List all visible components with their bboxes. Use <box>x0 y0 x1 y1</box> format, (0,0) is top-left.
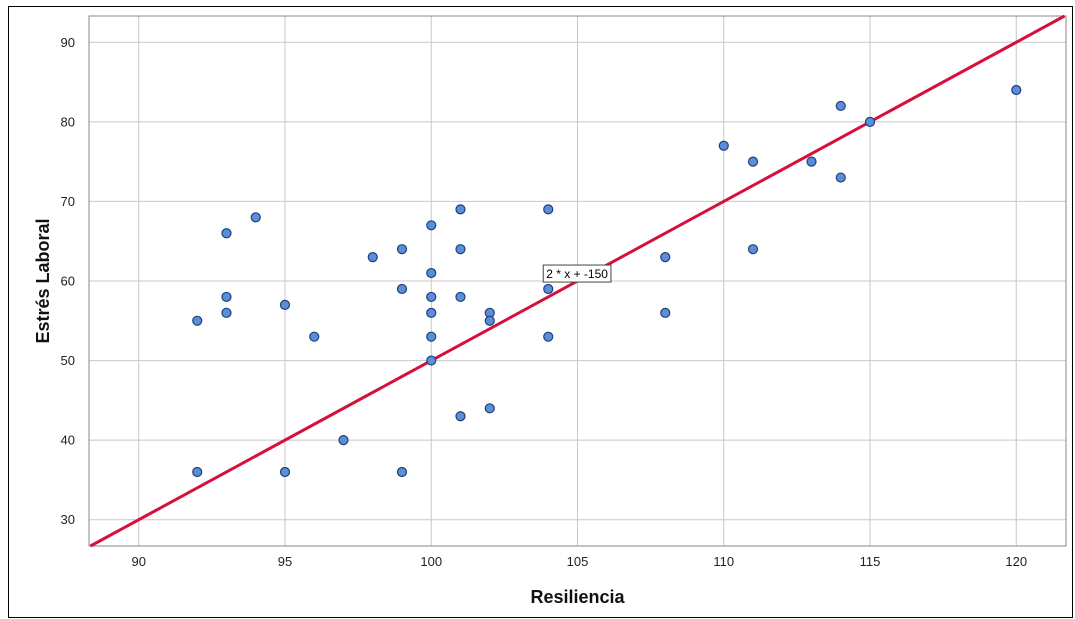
y-tick-label: 80 <box>61 114 75 129</box>
data-point <box>660 252 671 263</box>
data-point <box>221 228 232 239</box>
data-point <box>835 172 846 183</box>
data-point <box>864 116 876 127</box>
data-point <box>455 411 466 422</box>
data-point <box>426 291 437 303</box>
annotation-box <box>542 264 612 283</box>
data-point <box>250 212 261 223</box>
x-tick-label: 100 <box>420 554 442 569</box>
data-point <box>543 204 554 215</box>
y-tick-labels: 30 40 50 60 70 80 90 <box>61 35 75 527</box>
data-point <box>192 466 203 478</box>
data-point <box>221 291 232 303</box>
data-point <box>747 156 759 167</box>
data-point <box>484 315 495 326</box>
data-point <box>426 307 437 318</box>
y-tick-label: 40 <box>61 433 75 448</box>
data-point <box>192 315 203 326</box>
data-point <box>279 299 291 310</box>
plot-area <box>88 15 1067 547</box>
data-point <box>426 355 437 366</box>
data-point <box>455 244 466 255</box>
fit-line-annotation: 2 * x + -150 <box>542 264 612 283</box>
y-tick-label: 50 <box>61 353 75 368</box>
data-point <box>396 466 408 478</box>
data-point <box>221 307 232 318</box>
data-point <box>1011 84 1022 96</box>
data-point <box>455 291 466 303</box>
x-tick-label: 90 <box>131 554 145 569</box>
x-tick-label: 95 <box>278 554 292 569</box>
y-axis-title: Estrés Laboral <box>33 218 53 343</box>
data-point <box>806 156 817 167</box>
data-point <box>543 283 554 295</box>
data-point <box>367 252 378 263</box>
data-point <box>484 403 495 414</box>
y-tick-label: 70 <box>61 194 75 209</box>
y-tick-label: 90 <box>61 35 75 50</box>
x-axis-title: Resiliencia <box>530 587 625 607</box>
annotation-label: 2 * x + -150 <box>546 267 608 281</box>
data-point <box>718 140 729 151</box>
data-point <box>660 307 671 318</box>
data-point <box>396 283 408 295</box>
data-point <box>426 220 437 231</box>
grid-lines <box>89 16 1066 546</box>
x-tick-label: 115 <box>860 554 881 569</box>
x-tick-label: 110 <box>713 554 734 569</box>
data-point <box>279 466 291 478</box>
y-tick-label: 30 <box>61 512 75 527</box>
x-tick-label: 120 <box>1005 554 1027 569</box>
data-point <box>426 267 437 279</box>
y-tick-label: 60 <box>61 274 75 289</box>
data-point <box>835 100 846 112</box>
data-point <box>396 244 408 255</box>
data-point <box>455 204 466 215</box>
data-point <box>426 331 437 342</box>
data-point <box>543 331 554 342</box>
x-tick-label: 105 <box>567 554 589 569</box>
data-point <box>338 435 349 446</box>
data-points <box>192 84 1022 478</box>
data-point <box>309 331 320 342</box>
data-point <box>747 244 759 255</box>
x-tick-labels: 90 95 100 105 110 115 120 <box>131 554 1027 569</box>
